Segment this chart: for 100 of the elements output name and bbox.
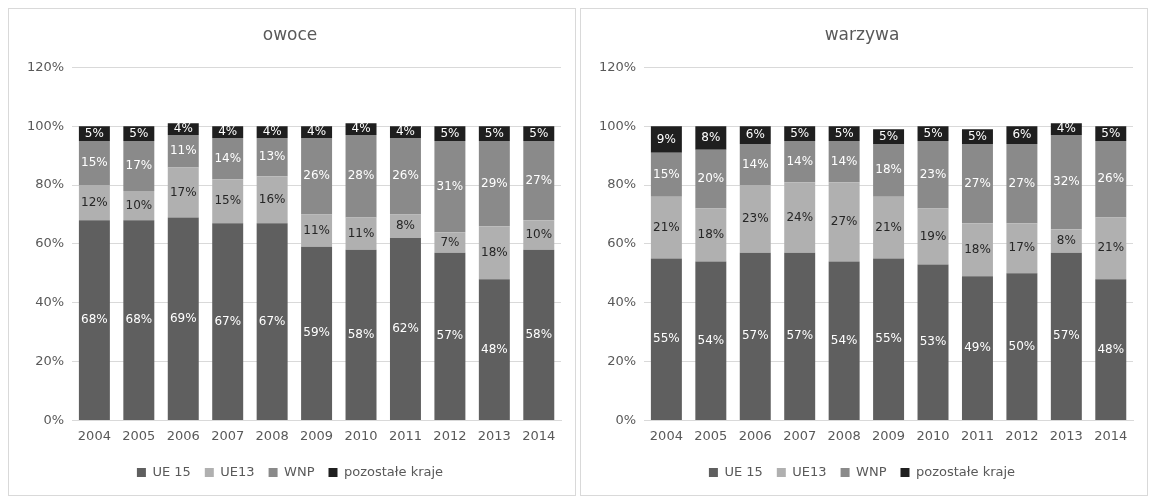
data-label: 59% [303, 325, 330, 340]
bar [873, 196, 905, 259]
data-label: 21% [653, 219, 680, 234]
data-label: 68% [81, 312, 108, 327]
x-tick-label: 2004 [649, 427, 683, 443]
data-label: 5% [967, 128, 987, 143]
y-tick-label: 100% [598, 117, 637, 133]
x-tick-label: 2007 [783, 427, 817, 443]
bar [1006, 143, 1038, 224]
x-tick-label: 2008 [827, 427, 861, 443]
bar [1095, 217, 1127, 280]
x-tick-label: 2006 [738, 427, 772, 443]
y-tick-label: 40% [607, 294, 637, 310]
bar [389, 138, 421, 215]
bar [961, 223, 993, 277]
data-label: 58% [347, 326, 375, 341]
bar [212, 223, 244, 420]
data-label: 6% [1012, 127, 1032, 142]
bar [256, 223, 288, 420]
bar [739, 185, 771, 253]
data-label: 67% [214, 313, 242, 328]
bar [739, 252, 771, 420]
legend-label: UE13 [792, 463, 827, 479]
bar [434, 140, 466, 233]
data-label: 18% [964, 241, 991, 256]
data-label: 23% [919, 166, 947, 181]
data-label: 26% [303, 168, 330, 183]
bar [78, 140, 110, 186]
data-label: 5% [923, 125, 943, 140]
y-tick-label: 80% [35, 176, 65, 192]
data-label: 17% [169, 184, 197, 199]
bar [1050, 135, 1082, 230]
y-tick-label: 60% [35, 235, 65, 251]
y-tick-label: 0% [615, 411, 637, 427]
bar [78, 220, 110, 420]
x-tick-label: 2005 [694, 427, 728, 443]
y-tick-label: 120% [598, 58, 637, 74]
legend-label: UE 15 [152, 463, 191, 479]
x-tick-label: 2013 [477, 427, 511, 443]
bar [478, 279, 510, 420]
data-label: 4% [1056, 121, 1076, 136]
data-label: 27% [964, 175, 991, 190]
data-label: 18% [875, 162, 902, 177]
bar [123, 220, 155, 420]
y-tick-label: 100% [26, 117, 65, 133]
data-label: 8% [701, 130, 721, 145]
data-label: 4% [262, 124, 282, 139]
data-label: 18% [697, 227, 725, 242]
x-tick-label: 2010 [344, 427, 378, 443]
data-label: 55% [653, 331, 680, 346]
y-tick-label: 20% [607, 352, 637, 368]
y-tick-label: 120% [26, 58, 65, 74]
data-label: 27% [525, 172, 553, 187]
data-label: 15% [214, 193, 242, 208]
bar [695, 208, 727, 262]
data-label: 26% [392, 168, 419, 183]
bar [695, 261, 727, 420]
bar [523, 140, 555, 221]
data-label: 57% [741, 328, 769, 343]
data-label: 4% [173, 121, 193, 136]
bar [961, 276, 993, 420]
bar [167, 167, 199, 218]
bar [301, 214, 333, 247]
data-label: 14% [741, 156, 769, 171]
data-label: 20% [697, 171, 725, 186]
data-label: 12% [81, 194, 108, 209]
chart-title: owoce [262, 23, 318, 44]
data-label: 27% [830, 213, 858, 228]
y-tick-label: 40% [35, 294, 65, 310]
bar [167, 217, 199, 420]
data-label: 28% [347, 168, 375, 183]
data-label: 14% [214, 150, 242, 165]
data-label: 27% [1008, 175, 1036, 190]
data-label: 15% [653, 166, 680, 181]
data-label: 17% [1008, 240, 1036, 255]
x-tick-label: 2012 [1005, 427, 1039, 443]
bar [212, 179, 244, 224]
data-label: 4% [395, 124, 415, 139]
bar [917, 264, 949, 420]
x-tick-label: 2009 [872, 427, 906, 443]
data-label: 21% [875, 219, 902, 234]
bar [695, 149, 727, 209]
data-label: 57% [1053, 328, 1080, 343]
data-label: 23% [741, 211, 769, 226]
bar [345, 135, 377, 218]
data-label: 5% [879, 128, 899, 143]
data-label: 48% [1097, 341, 1125, 356]
bar [1006, 273, 1038, 420]
bar [873, 258, 905, 420]
bar [389, 238, 421, 420]
data-label: 16% [258, 191, 286, 206]
bar [784, 252, 816, 420]
data-label: 4% [307, 124, 327, 139]
x-tick-label: 2011 [388, 427, 423, 443]
data-label: 10% [125, 197, 153, 212]
x-tick-label: 2006 [166, 427, 200, 443]
x-tick-label: 2004 [77, 427, 111, 443]
bar [345, 249, 377, 420]
data-label: 15% [81, 155, 108, 170]
data-label: 5% [834, 125, 854, 140]
